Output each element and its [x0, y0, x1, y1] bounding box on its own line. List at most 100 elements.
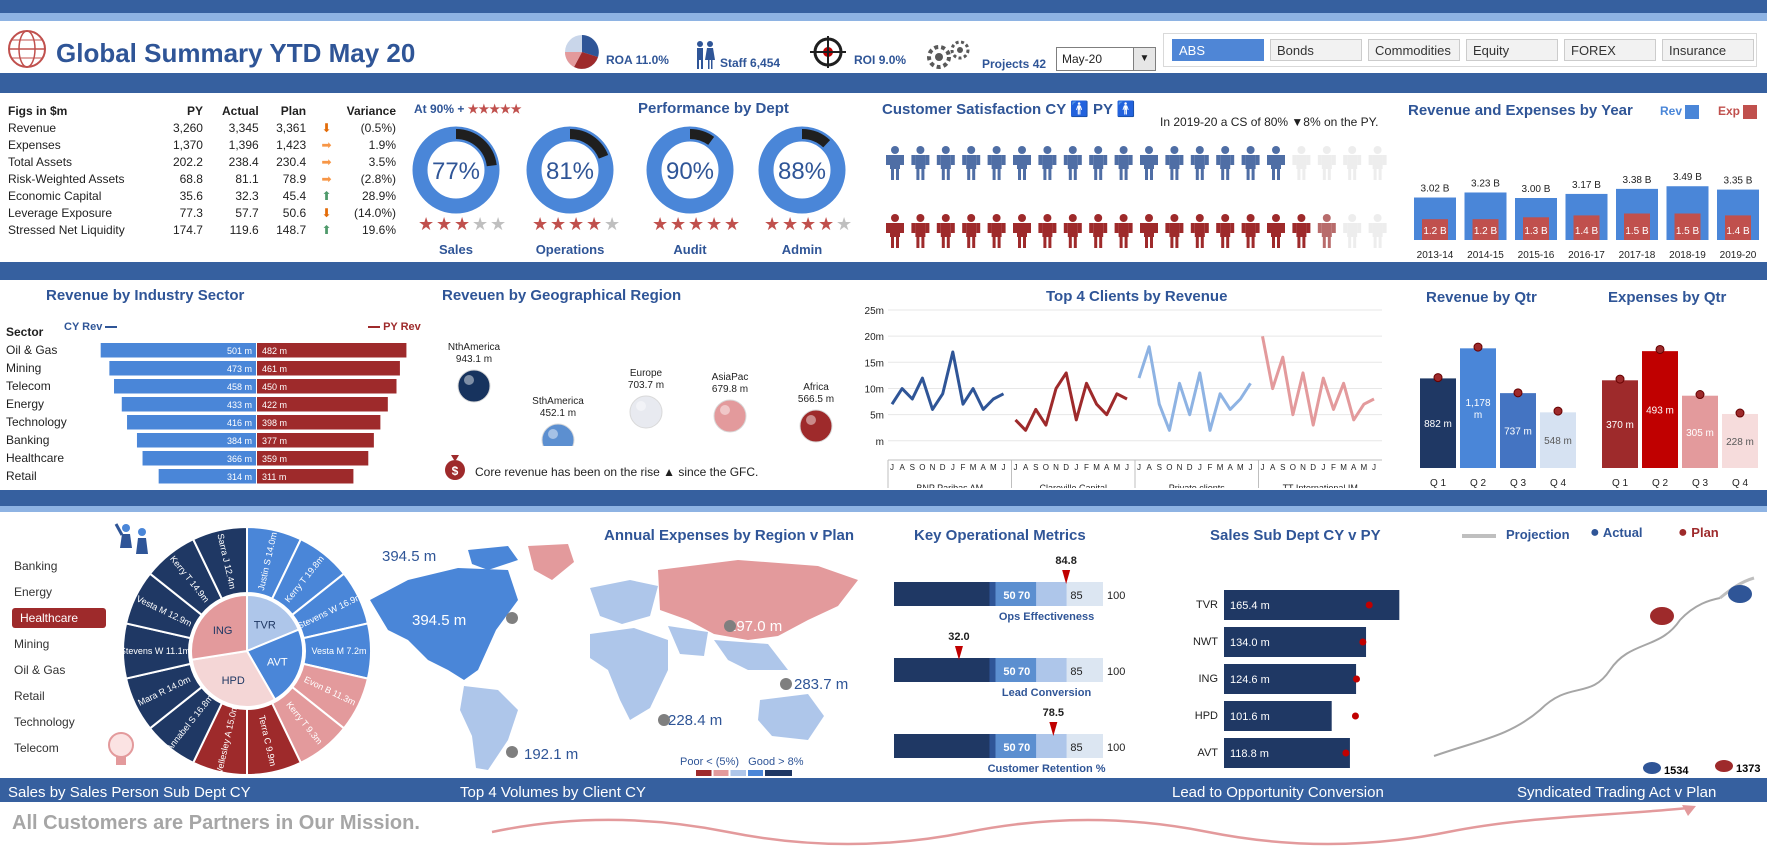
period-select[interactable]: May-20 ▼: [1056, 47, 1156, 71]
map-region-asia: [658, 560, 858, 640]
cy-value: 501 m: [227, 346, 252, 356]
table-cell: 1.9%: [368, 137, 396, 152]
bullet-name: Ops Effectiveness: [999, 611, 1094, 623]
py-marker: [1365, 601, 1373, 609]
cy-rev-legend: CY Rev: [64, 321, 118, 333]
rev-label: 3.17 B: [1572, 180, 1601, 191]
sector-name: Technology: [6, 415, 67, 429]
variance-arrow-icon: ⬇: [321, 120, 332, 135]
sector-list-item[interactable]: Telecom: [14, 741, 59, 755]
sphere-highlight: [806, 415, 816, 425]
table-cell: 68.8: [179, 171, 203, 186]
sub-dept-name: TVR: [1196, 599, 1218, 611]
table-cell: Stressed Net Liquidity: [8, 222, 125, 237]
sector-list-item[interactable]: Technology: [14, 715, 75, 729]
person-icon: [936, 146, 955, 180]
star-icon: ★: [652, 214, 668, 234]
exp-qtr-bar: [1642, 351, 1678, 468]
sector-list-item[interactable]: Healthcare: [12, 608, 106, 628]
table-cell: 1,396: [228, 137, 259, 152]
bullet-marker-value: 32.0: [948, 631, 969, 643]
tab-commodities[interactable]: Commodities: [1368, 39, 1460, 61]
variance-arrow-icon: ➡: [321, 137, 332, 152]
sector-list-item[interactable]: Banking: [14, 559, 58, 573]
tab-bonds[interactable]: Bonds: [1270, 39, 1362, 61]
dept-donut: 88%★ ★ ★ ★ ★Admin: [758, 126, 852, 257]
month-tick: M: [970, 463, 977, 472]
person-icon: [1267, 146, 1285, 180]
sunburst-inner-label: AVT: [267, 656, 288, 668]
tab-forex[interactable]: FOREX: [1564, 39, 1656, 61]
month-tick: F: [1331, 463, 1336, 472]
sub-dept-value: 134.0 m: [1230, 637, 1270, 649]
sphere-highlight: [720, 405, 730, 415]
exp-qtr-quarter: Q 2: [1652, 478, 1669, 489]
bullet-b3: 85: [1070, 666, 1082, 678]
month-tick: A: [1270, 463, 1276, 472]
performance-title: Performance by Dept: [638, 100, 789, 117]
syndicated-trading-chart: 1534 1373: [1433, 576, 1760, 776]
person-icon: [1165, 214, 1184, 248]
sector-list-item[interactable]: Energy: [14, 585, 53, 599]
tab-insurance[interactable]: Insurance: [1662, 39, 1754, 61]
top-band-light: [0, 13, 1767, 21]
table-cell: Total Assets: [8, 154, 73, 169]
star-icon: ★: [472, 214, 488, 234]
sales-sub-title: Sales Sub Dept CY v PY: [1210, 527, 1381, 544]
variance-arrow-icon: ⬇: [321, 205, 332, 220]
person-icon: [1165, 146, 1184, 180]
bullet-bar: [894, 582, 990, 606]
map-marker: [506, 746, 518, 758]
month-tick: A: [1351, 463, 1357, 472]
industry-title: Revenue by Industry Sector: [46, 287, 245, 304]
tab-equity[interactable]: Equity: [1466, 39, 1558, 61]
rev-qtr-bar: [1540, 412, 1576, 468]
py-bar: [257, 433, 374, 448]
month-tick: D: [940, 463, 946, 472]
bullet-b1: 50: [1003, 666, 1015, 678]
industry-chart: Oil & Gas 501 m 482 m Mining 473 m 461 m Telec…: [6, 343, 407, 484]
cy-bar: [158, 469, 256, 484]
sector-list-item[interactable]: Oil & Gas: [14, 663, 66, 677]
star-icon: ★: [532, 214, 548, 234]
bullet-b2: 70: [1018, 590, 1030, 602]
sub-dept-value: 118.8 m: [1230, 748, 1269, 760]
rev-exp-title: Revenue and Expenses by Year: [1408, 102, 1633, 119]
header-band: [0, 73, 1767, 93]
donut-remainder: [761, 129, 843, 211]
map-region-africa: [590, 628, 668, 720]
top-band: [0, 0, 1767, 13]
sector-list-item[interactable]: Mining: [14, 637, 50, 651]
map-region-greenland: [528, 544, 574, 580]
sub-dept-value: 101.6 m: [1230, 711, 1270, 723]
sector-list-item[interactable]: Retail: [14, 689, 45, 703]
map-region-middle-east: [668, 626, 708, 656]
rev-qtr-bar: [1420, 378, 1456, 468]
mid-band-2: [0, 490, 1767, 506]
dept-name: Audit: [673, 242, 707, 257]
month-tick: F: [961, 463, 966, 472]
customer-sat-title: Customer Satisfaction CY 🚹 PY 🚹: [882, 101, 1136, 118]
sunburst-inner-label: HPD: [222, 675, 245, 687]
month-tick: J: [1014, 463, 1018, 472]
year-label: 2015-16: [1518, 250, 1555, 261]
table-cell: 148.7: [276, 222, 307, 237]
table-cell: 3,361: [276, 120, 307, 135]
exp-qtr-quarter: Q 3: [1692, 478, 1709, 489]
month-tick: J: [1249, 463, 1253, 472]
sector-name: Mining: [6, 361, 41, 375]
exp-qtr-value: 493 m: [1646, 406, 1674, 417]
bullet-marker: [954, 646, 963, 660]
projection-line: [1433, 597, 1721, 757]
chevron-down-icon[interactable]: ▼: [1133, 48, 1155, 70]
rev-qtr-value-unit: m: [1474, 410, 1482, 421]
actual-piggy-bank-icon: [1728, 585, 1752, 603]
person-icon: [1368, 146, 1387, 180]
person-icon: [1140, 214, 1158, 248]
cy-bar: [100, 343, 256, 358]
tab-abs[interactable]: ABS: [1172, 39, 1264, 61]
person-icon: [1038, 146, 1057, 180]
legend-exp: Exp: [1718, 104, 1758, 119]
